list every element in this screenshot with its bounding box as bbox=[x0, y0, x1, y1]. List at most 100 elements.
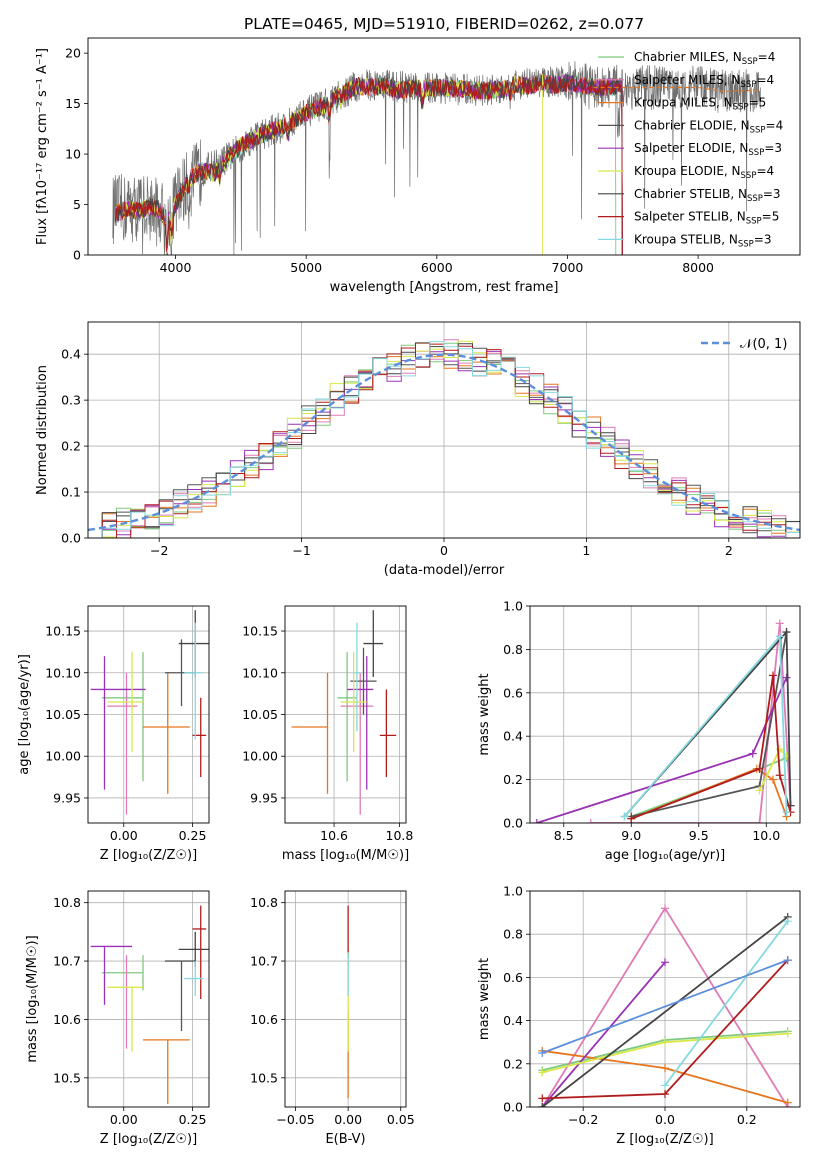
error-bar-point bbox=[353, 622, 361, 732]
mass-weight-marker bbox=[769, 671, 777, 680]
y-tick-label: 0.0 bbox=[503, 1100, 523, 1115]
error-bar-point bbox=[165, 960, 196, 1032]
y-tick-label: 10 bbox=[65, 147, 81, 162]
x-tick-label: 8000 bbox=[682, 260, 714, 275]
residual-histogram bbox=[88, 341, 800, 538]
y-tick-label: 10.7 bbox=[53, 954, 81, 969]
mass-weight-line bbox=[541, 959, 789, 1054]
mass-weight-marker bbox=[783, 956, 792, 965]
mass-weight-marker bbox=[769, 775, 777, 784]
mass-weight-marker bbox=[775, 619, 784, 628]
x-tick-label: 0.00 bbox=[110, 1112, 138, 1127]
y-tick-label: 9.95 bbox=[250, 790, 278, 805]
x-tick-label: 9.0 bbox=[621, 828, 641, 843]
y-tick-label: 10.8 bbox=[250, 895, 278, 910]
axes-frame bbox=[284, 605, 407, 824]
model-spectrum-line bbox=[114, 72, 617, 255]
mass-weight-marker bbox=[538, 1103, 547, 1107]
mass-weight-line bbox=[541, 916, 789, 1107]
error-bar-point bbox=[184, 961, 204, 997]
error-bar-point bbox=[143, 672, 190, 794]
mass-weight-marker bbox=[782, 673, 791, 682]
x-tick-label: 1 bbox=[582, 543, 590, 558]
mass-weight-line bbox=[536, 677, 788, 823]
x-axis-label: (data-model)/error bbox=[384, 563, 505, 578]
x-tick-label: −0.05 bbox=[276, 1112, 314, 1127]
axes-mass-weight-vs-age: 8.5 9.0 9.5 10.0 0.0 0.2 0.4 0.6 0.8 1.0 age [log₁… bbox=[477, 599, 801, 863]
y-tick-label: 10.00 bbox=[242, 749, 278, 764]
plot-area-mass-vs-Z bbox=[90, 905, 209, 1105]
error-bar-point bbox=[379, 689, 397, 778]
x-tick-label: 0.0 bbox=[655, 1112, 675, 1127]
plot-area-residuals bbox=[88, 339, 800, 538]
mass-weight-marker bbox=[755, 764, 764, 773]
mass-weight-marker bbox=[532, 819, 541, 823]
x-axis-label: Z [log₁₀(Z/Z☉)] bbox=[100, 848, 197, 863]
model-spectrum-line bbox=[114, 74, 623, 255]
axes-mass-vs-Z: 0.00 0.25 10.5 10.6 10.7 10.8 Z [log₁₀(Z/Z☉)] m… bbox=[25, 890, 210, 1147]
error-bar-point bbox=[107, 986, 143, 1052]
y-tick-label: 1.0 bbox=[503, 884, 523, 899]
error-bar-point bbox=[107, 672, 138, 815]
mass-weight-marker bbox=[748, 749, 757, 758]
axes-frame bbox=[87, 890, 210, 1108]
legend-label: Kroupa MILES, NSSP=5 bbox=[634, 96, 766, 113]
y-tick-label: 0.0 bbox=[503, 816, 523, 831]
x-tick-label: 0.25 bbox=[179, 828, 207, 843]
axes-mass-vs-EBV: −0.05 0.00 0.05 10.5 10.6 10.7 10.8 E(B-V) bbox=[250, 890, 415, 1147]
mass-weight-marker bbox=[620, 812, 629, 821]
legend-label: Chabrier ELODIE, NSSP=4 bbox=[634, 118, 783, 135]
y-tick-label: 0.3 bbox=[61, 393, 81, 408]
error-bar-point bbox=[101, 651, 144, 782]
axes-frame bbox=[529, 890, 801, 1108]
mass-weight-marker bbox=[661, 904, 669, 913]
mass-weight-marker bbox=[661, 1090, 669, 1099]
error-bar-point bbox=[363, 610, 384, 677]
mass-weight-marker bbox=[661, 1038, 669, 1047]
y-axis-label: Flux [fλ10⁻¹⁷ erg cm⁻² s⁻¹ A⁻¹] bbox=[35, 48, 50, 245]
y-axis-label: mass weight bbox=[477, 958, 492, 1040]
y-axis-label: mass [log₁₀(M/M☉)] bbox=[25, 935, 40, 1062]
y-tick-label: 0.2 bbox=[503, 1056, 523, 1071]
y-tick-label: 10.00 bbox=[45, 749, 81, 764]
y-tick-label: 1.0 bbox=[503, 599, 523, 614]
y-tick-label: 15 bbox=[65, 96, 81, 111]
x-tick-label: 10.8 bbox=[386, 828, 414, 843]
y-tick-label: 20 bbox=[65, 46, 81, 61]
y-tick-label: 0.6 bbox=[503, 685, 523, 700]
axes-frame bbox=[87, 37, 801, 256]
x-tick-label: 8.5 bbox=[554, 828, 574, 843]
axes-age-vs-Z: 0.00 0.25 9.95 10.00 10.05 10.10 10.15 Z [log₁₀… bbox=[17, 605, 210, 863]
y-tick-label: 0.6 bbox=[503, 970, 523, 985]
x-tick-label: 6000 bbox=[421, 260, 453, 275]
y-tick-label: 0.8 bbox=[503, 927, 523, 942]
y-tick-label: 0.1 bbox=[61, 485, 81, 500]
error-bar-point bbox=[178, 610, 209, 677]
plot-area-age-vs-Z bbox=[90, 610, 209, 815]
x-axis-label: Z [log₁₀(Z/Z☉)] bbox=[616, 1132, 713, 1147]
legend-label-gaussian: 𝒩(0, 1) bbox=[740, 337, 787, 352]
legend-label: Kroupa ELODIE, NSSP=4 bbox=[634, 164, 774, 181]
axes-spectrum: 4000 5000 6000 7000 8000 0 5 10 15 20 wavelength [… bbox=[35, 37, 801, 295]
x-tick-label: 5000 bbox=[290, 260, 322, 275]
mass-weight-marker bbox=[775, 771, 784, 780]
error-bar-point bbox=[291, 672, 329, 794]
y-tick-label: 0.2 bbox=[503, 772, 523, 787]
plot-area-mass-weight-vs-Z bbox=[538, 904, 792, 1107]
x-tick-label: 10.0 bbox=[752, 828, 780, 843]
y-tick-label: 0 bbox=[73, 248, 81, 263]
y-tick-label: 10.05 bbox=[242, 707, 278, 722]
x-tick-label: −1 bbox=[292, 543, 310, 558]
mass-weight-line bbox=[590, 623, 792, 823]
y-axis-label: mass weight bbox=[477, 673, 492, 755]
figure-title: PLATE=0465, MJD=51910, FIBERID=0262, z=0… bbox=[244, 15, 644, 33]
mass-weight-marker bbox=[586, 819, 595, 823]
y-tick-label: 5 bbox=[73, 197, 81, 212]
y-tick-label: 0.4 bbox=[61, 347, 81, 362]
plot-area-mass-weight-vs-age bbox=[532, 619, 795, 823]
y-tick-label: 0.2 bbox=[61, 439, 81, 454]
y-axis-label: Normed distribution bbox=[35, 365, 50, 495]
error-bar-point bbox=[192, 697, 207, 778]
error-bar-point bbox=[90, 656, 146, 790]
